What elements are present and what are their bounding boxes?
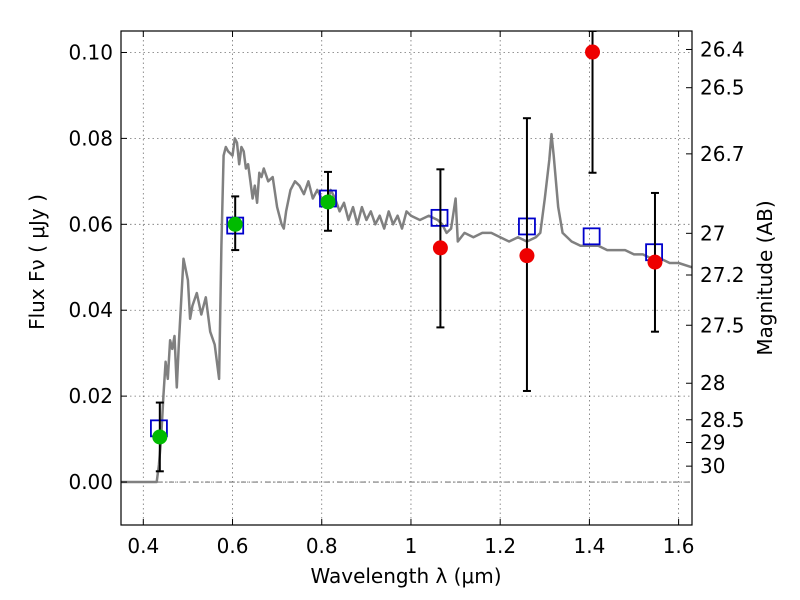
y-tick-label: 0.08 <box>68 126 113 150</box>
x-tick-label: 0.8 <box>306 534 338 558</box>
model-square-point <box>582 227 601 246</box>
red-data-point <box>647 254 663 270</box>
y-tick-label: 0.02 <box>68 384 113 408</box>
y-tick-label: 0.00 <box>68 470 113 494</box>
magnitude-tick-label: 30 <box>700 454 725 478</box>
magnitude-tick-label: 29 <box>700 431 725 455</box>
plot-area <box>121 31 692 484</box>
x-tick-label: 0.4 <box>127 534 159 558</box>
magnitude-tick-label: 27.2 <box>700 263 745 287</box>
x-tick-label: 1.6 <box>663 534 695 558</box>
green-data-point <box>152 429 168 445</box>
red-data-point <box>585 44 601 60</box>
red-data-point <box>519 248 535 264</box>
magnitude-tick-label: 28.5 <box>700 408 745 432</box>
y-tick-label: 0.04 <box>68 298 113 322</box>
spectrum-line <box>121 132 692 484</box>
magnitude-axis-label: Magnitude (AB) <box>753 200 777 355</box>
x-tick-label: 1 <box>405 534 418 558</box>
x-tick-label: 1.2 <box>484 534 516 558</box>
magnitude-tick-label: 27 <box>700 221 725 245</box>
green-data-point <box>320 194 336 210</box>
y-tick-label: 0.06 <box>68 212 113 236</box>
x-tick-label: 1.4 <box>573 534 605 558</box>
y-tick-label: 0.10 <box>68 40 113 64</box>
axis-ticks: 0.4 0.6 0.8 1 1.2 1.4 1.6 0.00 0.02 0.04 0.06 0.08 0… <box>68 31 745 558</box>
magnitude-tick-label: 28 <box>700 371 725 395</box>
magnitude-tick-label: 26.5 <box>700 76 745 100</box>
x-axis-label: Wavelength λ (μm) <box>310 564 501 588</box>
magnitude-tick-label: 26.4 <box>700 37 745 61</box>
green-data-point <box>227 216 243 232</box>
plot-frame <box>120 30 693 526</box>
grid <box>121 31 692 525</box>
red-data-point <box>432 240 448 256</box>
magnitude-tick-label: 26.7 <box>700 142 745 166</box>
y-axis-label: Flux Fν ( μJy ) <box>25 194 49 330</box>
x-tick-label: 0.6 <box>217 534 249 558</box>
magnitude-tick-label: 27.5 <box>700 313 745 337</box>
